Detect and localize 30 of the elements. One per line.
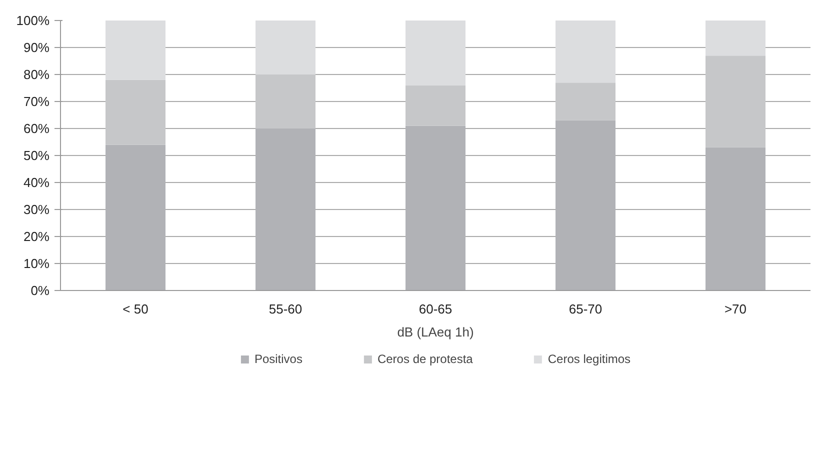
x-tick-label: 65-70 bbox=[568, 302, 602, 316]
y-tick-label: 80% bbox=[23, 67, 50, 82]
x-axis-title: dB (LAeq 1h) bbox=[397, 324, 474, 340]
bar bbox=[106, 80, 166, 145]
bar bbox=[256, 74, 316, 128]
bar bbox=[556, 20, 616, 83]
y-tick-label: 10% bbox=[23, 256, 50, 271]
legend-label: Ceros de protesta bbox=[377, 352, 473, 366]
y-tick-label: 30% bbox=[23, 202, 50, 217]
y-tick-label: 50% bbox=[23, 148, 50, 163]
bar bbox=[706, 56, 766, 148]
y-tick-label: 60% bbox=[23, 121, 50, 136]
y-tick-label: 0% bbox=[30, 283, 50, 298]
bar bbox=[106, 20, 166, 80]
bar bbox=[256, 20, 316, 74]
legend-label: Ceros legitimos bbox=[548, 352, 631, 366]
y-tick-label: 100% bbox=[16, 13, 50, 28]
bar bbox=[406, 20, 466, 86]
x-tick-label: 55-60 bbox=[268, 302, 302, 316]
y-tick-label: 90% bbox=[23, 40, 50, 55]
y-tick-label: 40% bbox=[23, 175, 50, 190]
bar bbox=[706, 20, 766, 56]
legend-label: Positivos bbox=[254, 352, 302, 366]
x-tick-label: < 50 bbox=[122, 302, 148, 316]
x-tick-label: 60-65 bbox=[418, 302, 452, 316]
x-tick-label: >70 bbox=[724, 302, 747, 316]
bar bbox=[406, 85, 466, 126]
bar bbox=[556, 82, 616, 120]
y-tick-label: 70% bbox=[23, 94, 50, 109]
y-tick-label: 20% bbox=[23, 229, 50, 244]
